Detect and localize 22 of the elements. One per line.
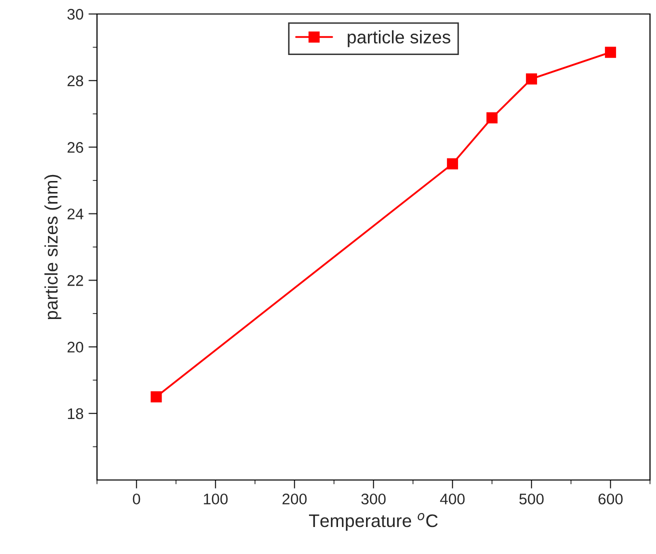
- x-axis-title: Temperature $^{o}$C: [308, 512, 438, 531]
- x-tick-label: 0: [132, 494, 140, 504]
- legend-label: particle sizes: [348, 30, 450, 48]
- x-tick-label: 400: [440, 494, 465, 504]
- x-tick-label: 600: [598, 494, 623, 504]
- y-tick-label: 30: [67, 8, 84, 20]
- y-axis-title: particle sizes (nm): [44, 174, 62, 320]
- point: [486, 112, 498, 124]
- point: [446, 158, 458, 170]
- x-tick-label: 300: [361, 494, 386, 504]
- y-tick-label: 26: [68, 142, 84, 153]
- y-tick-label: 28: [68, 75, 84, 86]
- point: [526, 73, 538, 84]
- y-tick-label: 18: [68, 408, 84, 420]
- x-tick-label: 500: [519, 494, 544, 504]
- x-tick-label: 200: [282, 494, 307, 504]
- y-tick-label: 24: [68, 208, 84, 220]
- y-tick-label: 22: [68, 275, 84, 286]
- y-tick-label: 20: [68, 342, 84, 353]
- point: [150, 391, 162, 402]
- point: [604, 46, 616, 58]
- x-tick-label: 100: [204, 494, 228, 504]
